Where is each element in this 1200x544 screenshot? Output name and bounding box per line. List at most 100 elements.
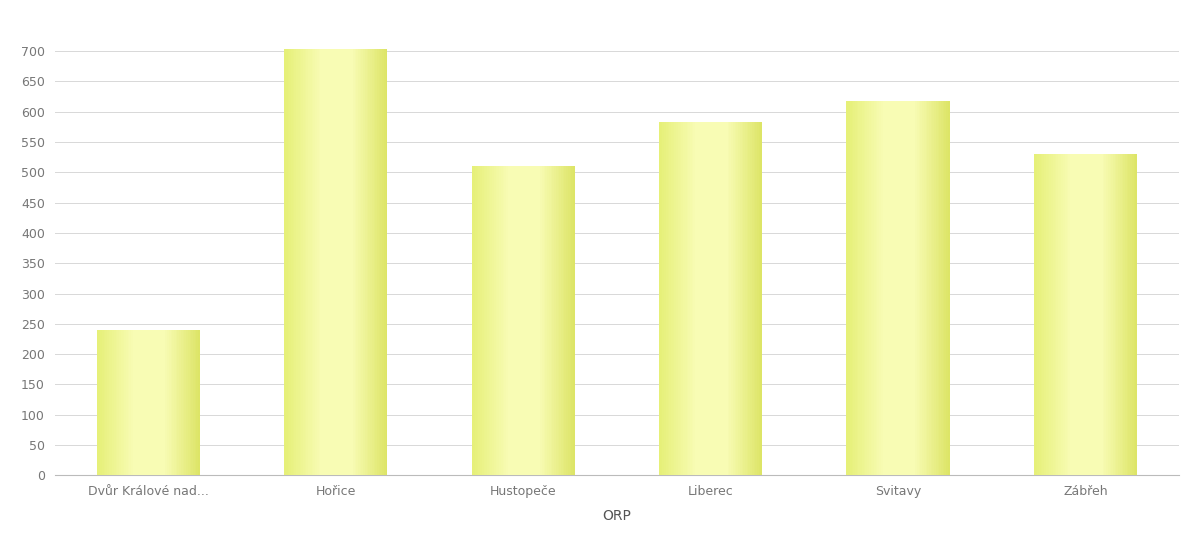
Bar <box>1058 154 1060 475</box>
Bar <box>340 50 341 475</box>
Bar <box>373 50 376 475</box>
Bar <box>524 166 527 475</box>
Bar <box>515 166 516 475</box>
Bar <box>664 122 666 475</box>
Bar <box>916 101 917 475</box>
Bar <box>193 330 194 475</box>
Bar <box>1086 154 1087 475</box>
Bar <box>1074 154 1075 475</box>
Bar <box>197 330 198 475</box>
Bar <box>1051 154 1052 475</box>
Bar <box>734 122 737 475</box>
Bar <box>284 50 286 475</box>
Bar <box>110 330 112 475</box>
Bar <box>312 50 313 475</box>
Bar <box>1084 154 1086 475</box>
Bar <box>674 122 677 475</box>
Bar <box>761 122 762 475</box>
Bar <box>103 330 106 475</box>
Bar <box>191 330 193 475</box>
Bar <box>889 101 892 475</box>
Bar <box>940 101 941 475</box>
Bar <box>944 101 946 475</box>
Bar <box>143 330 145 475</box>
Bar <box>896 101 898 475</box>
Bar <box>300 50 301 475</box>
Bar <box>475 166 476 475</box>
Bar <box>703 122 706 475</box>
Bar <box>154 330 155 475</box>
Bar <box>318 50 320 475</box>
Bar <box>356 50 358 475</box>
Bar <box>1072 154 1074 475</box>
Bar <box>494 166 496 475</box>
Bar <box>127 330 130 475</box>
Bar <box>175 330 178 475</box>
Bar <box>134 330 137 475</box>
Bar <box>691 122 694 475</box>
Bar <box>917 101 919 475</box>
Bar <box>907 101 908 475</box>
Bar <box>313 50 316 475</box>
Bar <box>170 330 173 475</box>
Bar <box>1055 154 1056 475</box>
Bar <box>472 166 473 475</box>
Bar <box>848 101 850 475</box>
Bar <box>162 330 163 475</box>
Bar <box>370 50 372 475</box>
Bar <box>856 101 857 475</box>
Bar <box>738 122 739 475</box>
Bar <box>1039 154 1040 475</box>
Bar <box>1075 154 1076 475</box>
Bar <box>937 101 940 475</box>
Bar <box>292 50 293 475</box>
Bar <box>1080 154 1082 475</box>
Bar <box>739 122 742 475</box>
Bar <box>869 101 870 475</box>
Bar <box>1132 154 1134 475</box>
Bar <box>330 50 332 475</box>
Bar <box>853 101 856 475</box>
Bar <box>149 330 150 475</box>
Bar <box>943 101 944 475</box>
Bar <box>872 101 874 475</box>
Bar <box>178 330 179 475</box>
Bar <box>862 101 864 475</box>
Bar <box>857 101 858 475</box>
Bar <box>325 50 328 475</box>
Bar <box>523 166 524 475</box>
Bar <box>1106 154 1108 475</box>
Bar <box>304 50 305 475</box>
Bar <box>673 122 674 475</box>
Bar <box>898 101 900 475</box>
Bar <box>131 330 133 475</box>
Bar <box>516 166 518 475</box>
Bar <box>727 122 730 475</box>
Bar <box>506 166 508 475</box>
Bar <box>568 166 570 475</box>
Bar <box>530 166 532 475</box>
Bar <box>1122 154 1123 475</box>
Bar <box>1124 154 1127 475</box>
Bar <box>719 122 721 475</box>
Bar <box>928 101 929 475</box>
Bar <box>355 50 356 475</box>
Bar <box>864 101 865 475</box>
Bar <box>880 101 881 475</box>
Bar <box>112 330 114 475</box>
Bar <box>497 166 499 475</box>
Bar <box>512 166 515 475</box>
Bar <box>1052 154 1055 475</box>
Bar <box>382 50 384 475</box>
Bar <box>1118 154 1120 475</box>
Bar <box>139 330 142 475</box>
Bar <box>342 50 344 475</box>
Bar <box>372 50 373 475</box>
Bar <box>97 330 98 475</box>
Bar <box>755 122 757 475</box>
Bar <box>122 330 125 475</box>
Bar <box>349 50 352 475</box>
Bar <box>1036 154 1037 475</box>
Bar <box>301 50 304 475</box>
Bar <box>552 166 554 475</box>
